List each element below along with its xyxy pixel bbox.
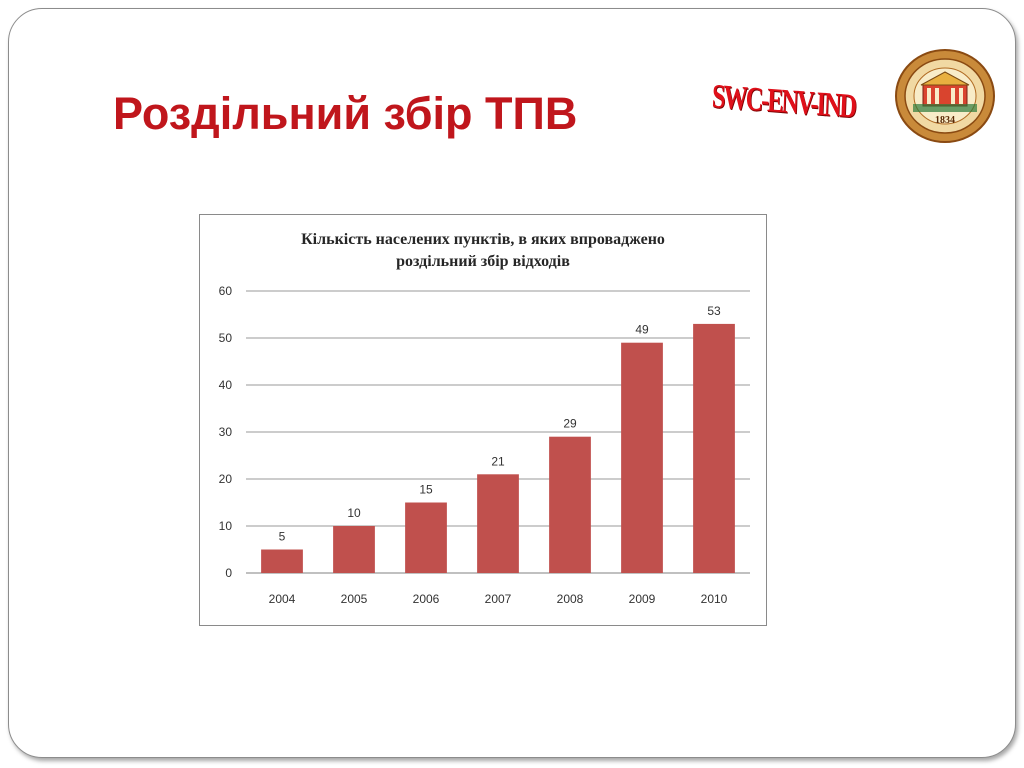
chart-container: Кількість населених пунктів, в яких впро… [199, 214, 767, 626]
x-tick-label: 2004 [269, 592, 296, 606]
y-tick-label: 60 [219, 284, 233, 298]
bar [333, 526, 375, 573]
y-tick-label: 0 [225, 566, 232, 580]
data-label: 49 [635, 323, 649, 337]
y-tick-label: 20 [219, 472, 233, 486]
data-label: 10 [347, 506, 361, 520]
chart-title-line-1: Кількість населених пунктів, в яких впро… [301, 231, 665, 248]
bar [477, 474, 519, 573]
slide-title: Роздільний збір ТПВ [113, 88, 578, 139]
data-label: 21 [491, 454, 505, 468]
x-tick-label: 2010 [701, 592, 728, 606]
bar-chart: 0 10 20 30 40 50 60 5 2004 10 2005 15 2006 21 2007 29 20… [219, 284, 750, 606]
data-label: 29 [563, 417, 577, 431]
x-tick-label: 2005 [341, 592, 368, 606]
data-label: 15 [419, 483, 433, 497]
chart-title: Кількість населених пунктів, в яких впро… [200, 229, 766, 273]
chart-title-line-2: роздільний збір відходів [396, 253, 570, 270]
x-tick-label: 2007 [485, 592, 512, 606]
data-label: 53 [707, 304, 721, 318]
bar [405, 502, 447, 573]
y-tick-label: 40 [219, 378, 233, 392]
x-tick-label: 2008 [557, 592, 584, 606]
bar [261, 549, 303, 573]
x-tick-label: 2009 [629, 592, 656, 606]
data-label: 5 [279, 530, 286, 544]
y-tick-label: 50 [219, 331, 233, 345]
bar [549, 436, 591, 573]
x-tick-label: 2006 [413, 592, 440, 606]
y-tick-label: 10 [219, 519, 233, 533]
bar [693, 323, 735, 573]
bar [621, 342, 663, 573]
y-tick-label: 30 [219, 425, 233, 439]
university-seal-icon: 1834 [895, 49, 995, 143]
seal-year: 1834 [935, 115, 955, 126]
